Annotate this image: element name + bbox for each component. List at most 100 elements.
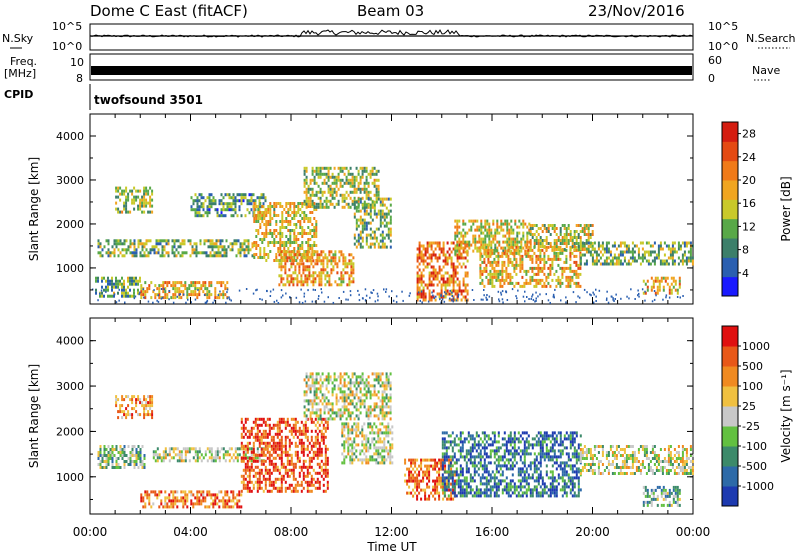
echo-cell bbox=[484, 225, 487, 229]
echo-cell bbox=[188, 490, 191, 494]
echo-cell bbox=[228, 208, 231, 212]
echo-cell bbox=[281, 214, 284, 217]
echo-cell bbox=[113, 242, 116, 246]
echo-cell bbox=[206, 205, 209, 209]
echo-cell bbox=[480, 298, 483, 301]
echo-cell bbox=[293, 247, 296, 250]
echo-cell bbox=[250, 196, 253, 200]
echo-cell bbox=[561, 242, 564, 245]
echo-cell bbox=[331, 411, 334, 415]
echo-cell bbox=[346, 265, 349, 269]
echo-cell bbox=[601, 253, 604, 257]
echo-cell bbox=[508, 222, 511, 226]
echo-cell bbox=[202, 493, 205, 497]
echo-cell bbox=[543, 254, 546, 258]
echo-cell bbox=[329, 408, 332, 412]
echo-cell bbox=[117, 291, 119, 295]
echo-cell bbox=[242, 199, 245, 203]
echo-cell bbox=[286, 423, 289, 427]
echo-cell bbox=[137, 207, 140, 211]
echo-cell bbox=[298, 280, 301, 284]
echo-cell bbox=[365, 242, 368, 246]
echo-cell bbox=[288, 486, 291, 490]
echo-cell bbox=[349, 166, 352, 170]
echo-cell bbox=[516, 225, 519, 229]
echo-cell bbox=[339, 193, 342, 197]
echo-cell bbox=[526, 243, 529, 247]
echo-cell bbox=[579, 230, 582, 233]
echo-cell bbox=[141, 201, 144, 205]
echo-cell bbox=[151, 210, 154, 214]
echo-cell bbox=[180, 281, 183, 285]
echo-cell bbox=[305, 414, 308, 418]
echo-cell bbox=[263, 238, 266, 241]
echo-cell bbox=[318, 295, 320, 298]
echo-cell bbox=[296, 277, 299, 281]
y-tick-label: 4000 bbox=[56, 130, 84, 143]
echo-cell bbox=[361, 172, 364, 176]
echo-cell bbox=[499, 269, 502, 273]
echo-cell bbox=[504, 249, 507, 253]
echo-cell bbox=[681, 253, 684, 257]
echo-cell bbox=[244, 477, 247, 481]
echo-cell bbox=[259, 250, 262, 253]
echo-cell bbox=[498, 298, 500, 301]
echo-cell bbox=[168, 447, 171, 451]
echo-cell bbox=[581, 253, 584, 257]
echo-cell bbox=[242, 447, 245, 451]
echo-cell bbox=[607, 250, 610, 254]
echo-cell bbox=[277, 259, 280, 262]
echo-cell bbox=[107, 248, 110, 252]
echo-cell bbox=[595, 250, 598, 254]
echo-cell bbox=[294, 417, 297, 421]
echo-cell bbox=[297, 220, 300, 223]
echo-cell bbox=[268, 480, 271, 484]
echo-cell bbox=[519, 284, 522, 288]
echo-cell bbox=[192, 202, 195, 206]
echo-cell bbox=[217, 294, 220, 297]
echo-cell bbox=[369, 212, 372, 216]
echo-cell bbox=[327, 408, 330, 412]
echo-cell bbox=[315, 205, 318, 209]
echo-cell bbox=[377, 295, 379, 298]
echo-cell bbox=[561, 248, 564, 251]
echo-cell bbox=[164, 499, 167, 503]
echo-cell bbox=[250, 462, 253, 466]
echo-cell bbox=[319, 378, 322, 382]
echo-cell bbox=[209, 251, 212, 255]
echo-cell bbox=[651, 244, 654, 248]
echo-cell bbox=[497, 272, 500, 276]
echo-cell bbox=[271, 235, 274, 238]
echo-cell bbox=[331, 190, 334, 194]
echo-cell bbox=[139, 463, 142, 466]
echo-cell bbox=[331, 402, 334, 406]
echo-cell bbox=[317, 202, 320, 206]
echo-cell bbox=[164, 490, 167, 494]
echo-cell bbox=[642, 279, 645, 283]
echo-cell bbox=[253, 211, 256, 214]
echo-cell bbox=[424, 259, 427, 263]
echo-cell bbox=[527, 251, 530, 255]
echo-cell bbox=[208, 450, 211, 454]
echo-cell bbox=[188, 287, 191, 291]
echo-cell bbox=[163, 248, 166, 252]
echo-cell bbox=[316, 456, 319, 460]
echo-cell bbox=[456, 228, 459, 232]
echo-cell bbox=[119, 186, 122, 190]
echo-cell bbox=[535, 297, 537, 300]
echo-cell bbox=[363, 227, 366, 231]
echo-cell bbox=[353, 184, 356, 188]
echo-cell bbox=[290, 426, 293, 430]
echo-cell bbox=[683, 241, 686, 245]
echo-cell bbox=[226, 490, 229, 494]
echo-cell bbox=[681, 256, 684, 260]
echo-cell bbox=[156, 299, 158, 302]
echo-cell bbox=[200, 493, 203, 497]
echo-cell bbox=[312, 288, 315, 291]
echo-cell bbox=[591, 256, 594, 260]
echo-cell bbox=[496, 219, 499, 223]
echo-cell bbox=[446, 277, 449, 281]
echo-cell bbox=[333, 175, 336, 179]
echo-cell bbox=[244, 214, 247, 218]
echo-cell bbox=[246, 459, 249, 463]
